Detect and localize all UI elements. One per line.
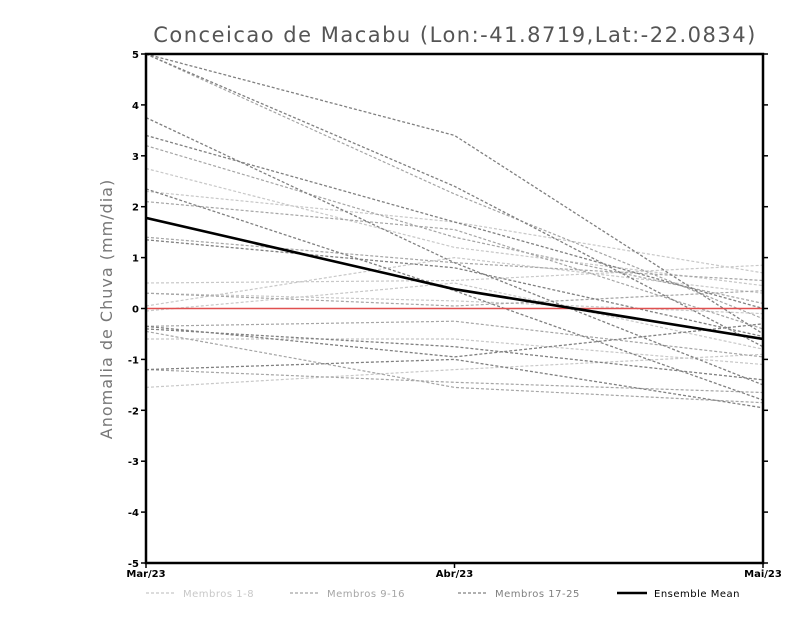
member-line-7 bbox=[146, 353, 763, 388]
y-tick-label: -1 bbox=[128, 355, 139, 366]
y-axis-label: Anomalia de Chuva (mm/dia) bbox=[97, 179, 116, 439]
plot-area bbox=[144, 52, 765, 565]
member-line-19 bbox=[146, 117, 763, 386]
member-line-3 bbox=[146, 264, 763, 284]
member-line-8 bbox=[146, 256, 763, 307]
member-line-6 bbox=[146, 338, 763, 366]
member-line-20 bbox=[146, 134, 763, 310]
member-line-13 bbox=[146, 290, 763, 307]
member-line-21 bbox=[146, 188, 763, 401]
member-line-23 bbox=[146, 323, 763, 358]
member-line-11 bbox=[146, 201, 763, 330]
y-tick-label: 5 bbox=[132, 50, 139, 61]
y-tick-label: -3 bbox=[128, 457, 139, 468]
member-line-14 bbox=[146, 320, 763, 358]
member-line-18 bbox=[146, 54, 763, 348]
member-line-5 bbox=[146, 282, 763, 350]
member-line-1 bbox=[146, 167, 763, 287]
y-tick-label: 0 bbox=[132, 305, 139, 316]
member-line-9 bbox=[146, 54, 763, 320]
x-tick-label: Mar/23 bbox=[126, 569, 165, 580]
member-line-4 bbox=[146, 292, 763, 315]
member-line-24 bbox=[146, 328, 763, 381]
x-axis-ticks: Mar/23 Abr/23 Mai/23 bbox=[126, 563, 782, 580]
member-line-12 bbox=[146, 236, 763, 282]
y-tick-label: 1 bbox=[132, 254, 139, 265]
member-line-2 bbox=[146, 190, 763, 274]
member-line-22 bbox=[146, 239, 763, 338]
series-layer bbox=[146, 54, 763, 409]
chart-title: Conceicao de Macabu (Lon:-41.8719,Lat:-2… bbox=[153, 23, 757, 47]
y-tick-label: -2 bbox=[128, 406, 139, 417]
x-tick-label: Abr/23 bbox=[436, 569, 473, 580]
ensemble-mean-line bbox=[146, 216, 763, 341]
y-tick-label: -5 bbox=[128, 559, 139, 570]
legend-label-group2: Membros 9-16 bbox=[327, 589, 405, 600]
y-tick-label: 2 bbox=[132, 203, 139, 214]
x-tick-label: Mai/23 bbox=[744, 569, 782, 580]
legend: Membros 1-8 Membros 9-16 Membros 17-25 Ense… bbox=[146, 589, 740, 600]
y-tick-label: -4 bbox=[128, 508, 139, 519]
y-tick-label: 3 bbox=[132, 152, 139, 163]
member-line-10 bbox=[146, 145, 763, 304]
y-tick-label: 4 bbox=[132, 101, 139, 112]
member-line-25 bbox=[146, 358, 763, 409]
member-line-17 bbox=[146, 54, 763, 335]
ensemble-mean-layer bbox=[146, 216, 763, 341]
legend-label-group1: Membros 1-8 bbox=[183, 589, 254, 600]
legend-label-mean: Ensemble Mean bbox=[654, 589, 740, 600]
legend-label-group3: Membros 17-25 bbox=[495, 589, 580, 600]
member-line-15 bbox=[146, 369, 763, 394]
y-axis-ticks: -5 -4 -3 -2 -1 0 1 2 3 4 5 bbox=[128, 50, 768, 570]
